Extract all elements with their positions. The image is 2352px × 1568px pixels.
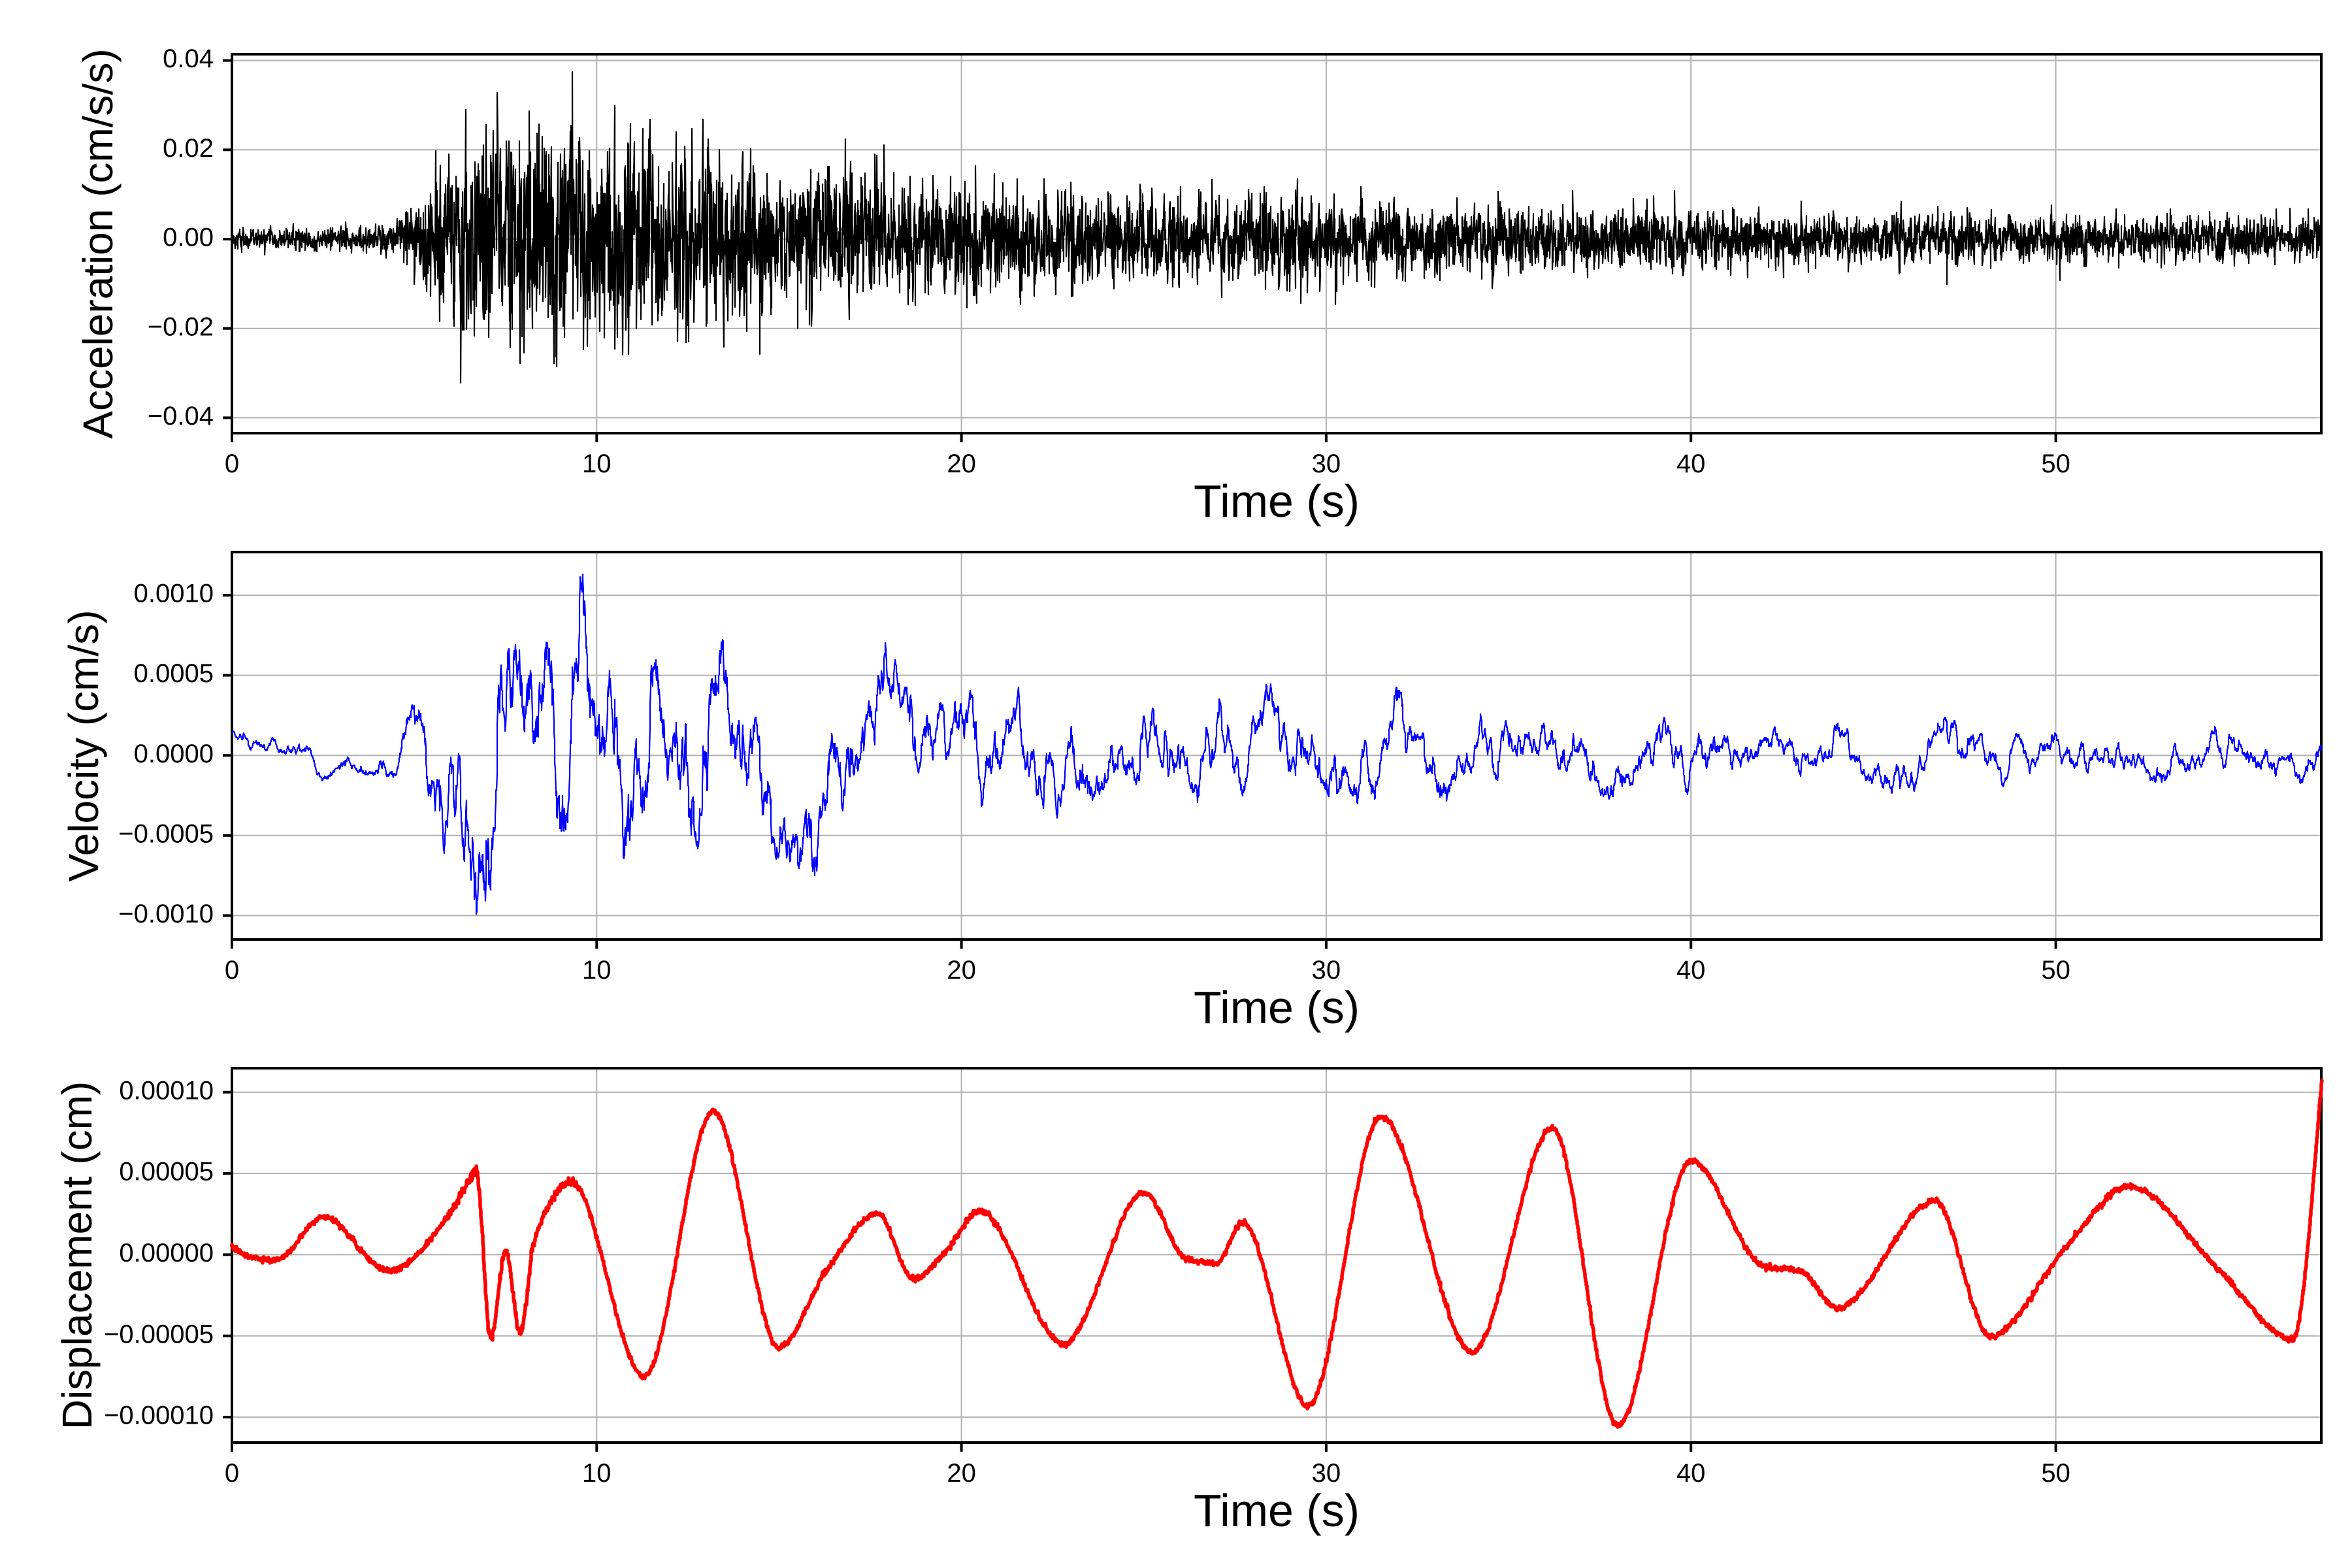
- svg-text:0: 0: [225, 449, 239, 478]
- svg-text:20: 20: [947, 449, 976, 478]
- svg-text:Velocity (cm/s): Velocity (cm/s): [60, 610, 107, 881]
- svg-text:0.0010: 0.0010: [134, 580, 214, 608]
- svg-text:50: 50: [2041, 956, 2070, 985]
- svg-text:Time (s): Time (s): [1194, 982, 1360, 1033]
- svg-text:Acceleration (cm/s/s): Acceleration (cm/s/s): [74, 48, 122, 438]
- svg-text:Time (s): Time (s): [1194, 1485, 1360, 1536]
- svg-text:−0.0005: −0.0005: [118, 819, 214, 848]
- svg-text:0: 0: [225, 956, 239, 985]
- svg-text:20: 20: [947, 956, 976, 985]
- svg-text:0.00005: 0.00005: [119, 1158, 214, 1186]
- svg-text:−0.0010: −0.0010: [118, 900, 214, 928]
- svg-text:10: 10: [582, 1459, 612, 1488]
- svg-text:10: 10: [582, 449, 612, 478]
- svg-text:0.00000: 0.00000: [119, 1239, 214, 1267]
- svg-text:40: 40: [1676, 1459, 1706, 1488]
- svg-text:−0.04: −0.04: [148, 402, 214, 431]
- svg-text:Time (s): Time (s): [1194, 476, 1360, 527]
- svg-text:−0.02: −0.02: [148, 312, 214, 341]
- svg-text:0.00: 0.00: [163, 223, 214, 252]
- svg-text:30: 30: [1312, 956, 1341, 985]
- svg-text:50: 50: [2041, 1459, 2070, 1488]
- svg-text:0.0005: 0.0005: [134, 659, 214, 688]
- svg-text:20: 20: [947, 1459, 976, 1488]
- svg-text:0.04: 0.04: [163, 44, 214, 73]
- svg-text:30: 30: [1312, 449, 1341, 478]
- svg-text:0.02: 0.02: [163, 134, 214, 163]
- svg-text:Displacement (cm): Displacement (cm): [54, 1081, 101, 1429]
- svg-text:−0.00005: −0.00005: [104, 1320, 214, 1348]
- svg-text:40: 40: [1676, 956, 1706, 985]
- svg-text:0.0000: 0.0000: [134, 740, 214, 768]
- svg-text:40: 40: [1676, 449, 1706, 478]
- svg-text:30: 30: [1312, 1459, 1341, 1488]
- svg-text:50: 50: [2041, 449, 2070, 478]
- svg-text:−0.00010: −0.00010: [104, 1401, 214, 1430]
- svg-text:0.00010: 0.00010: [119, 1076, 214, 1105]
- svg-text:10: 10: [582, 956, 612, 985]
- svg-text:0: 0: [225, 1459, 239, 1488]
